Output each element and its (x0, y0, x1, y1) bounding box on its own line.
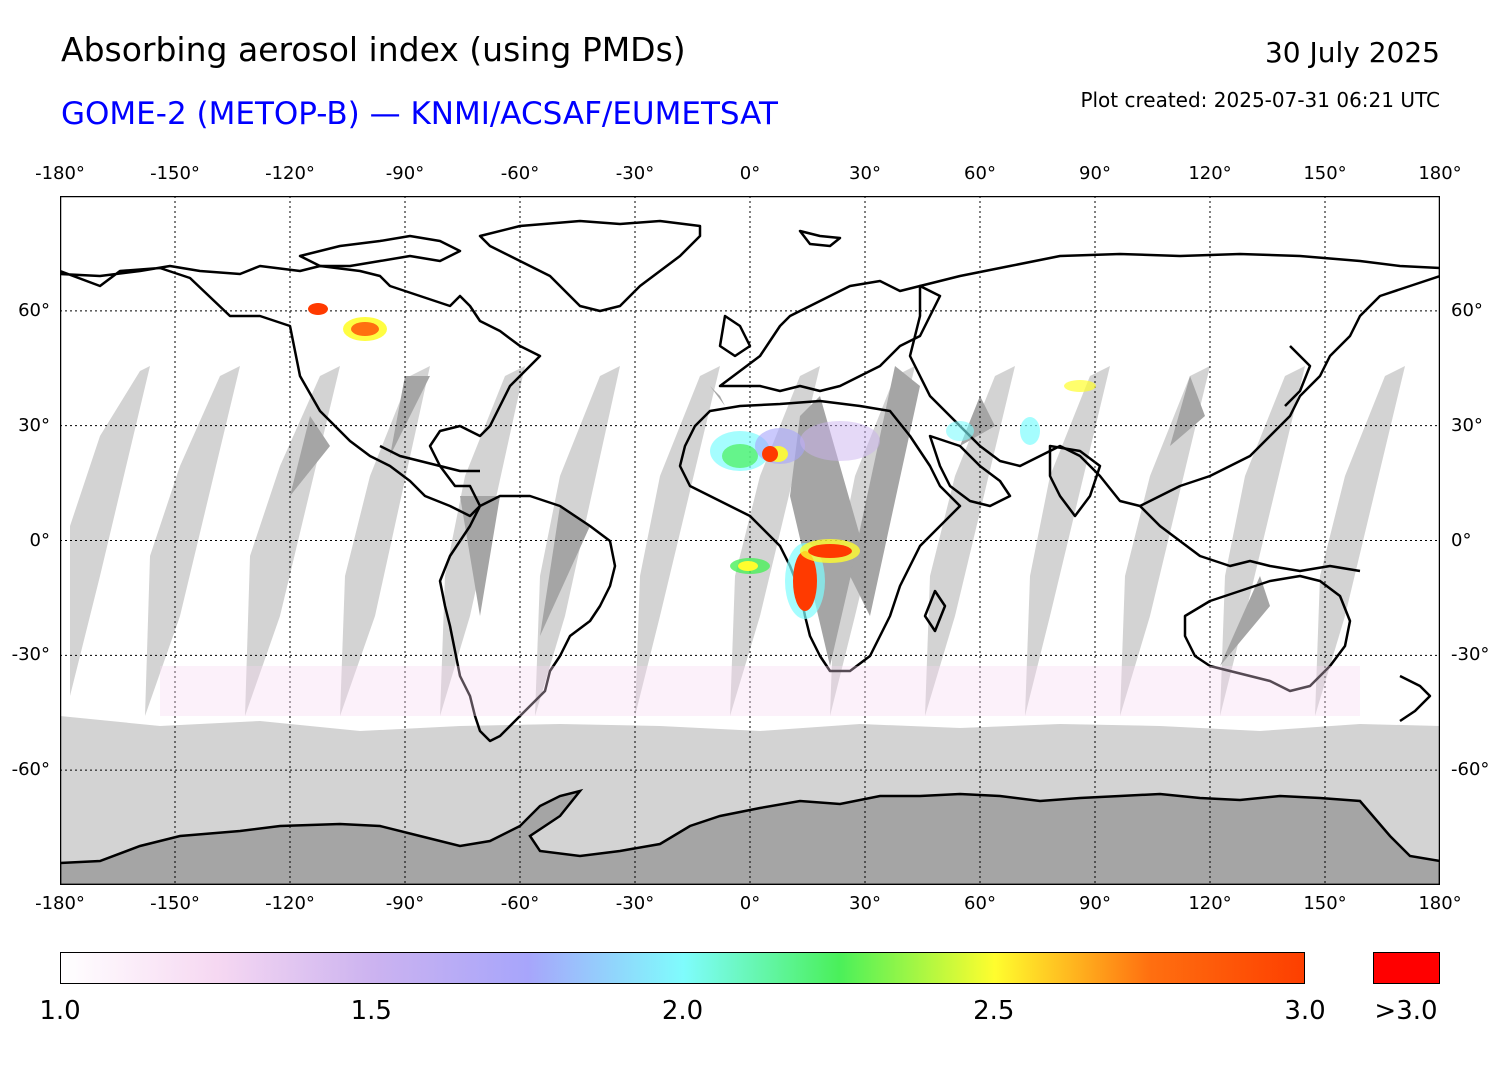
lon-tick-label-top: 0° (739, 163, 761, 184)
lon-tick-label-top: -120° (265, 163, 315, 184)
lat-tick-label-right: 60° (1451, 299, 1483, 321)
lat-tick-label-left: -60° (11, 759, 50, 781)
colorbar-tick-label: 1.0 (39, 996, 81, 1026)
plume-sahara-4 (762, 446, 778, 462)
canadian-arctic-islands (298, 234, 462, 268)
plume-sahara-core (722, 444, 758, 468)
plume-canada-west (308, 303, 328, 315)
lat-tick-label-left: 30° (18, 414, 50, 436)
madagascar (923, 589, 947, 633)
lon-tick-label-bottom: 180° (1418, 893, 1462, 914)
lon-tick-label-top: 30° (849, 163, 881, 184)
date-label: 30 July 2025 (1264, 36, 1440, 69)
lon-tick-label-top: -180° (35, 163, 85, 184)
plume-sahara-5 (800, 421, 880, 461)
lat-tick-label-right: 0° (1451, 529, 1472, 551)
lat-tick-label-left: -30° (11, 644, 50, 666)
southeast-asia (1139, 505, 1361, 573)
lon-tick-label-bottom: 150° (1303, 893, 1347, 914)
lon-tick-label-bottom: 0° (739, 893, 761, 914)
lon-tick-label-bottom: -150° (150, 893, 200, 914)
plume-middle-east (946, 421, 974, 441)
colorbar-over-label: >3.0 (1374, 996, 1438, 1026)
graticule (60, 196, 1440, 885)
lon-tick-label-top: 150° (1303, 163, 1347, 184)
plume-central-asia (1064, 380, 1096, 392)
africa (678, 399, 962, 673)
lon-tick-label-top: -30° (615, 163, 655, 184)
page-subtitle: GOME-2 (METOP-B) — KNMI/ACSAF/EUMETSAT (61, 96, 778, 132)
arabian-peninsula (928, 434, 1012, 508)
plume-congo (808, 544, 852, 558)
map-frame (60, 196, 1440, 885)
svalbard (798, 229, 842, 248)
colorbar (60, 952, 1305, 984)
aerosol-plumes (160, 303, 1360, 716)
new-zealand (1399, 674, 1432, 723)
lat-tick-label-left: 0° (29, 529, 50, 551)
colorbar-gradient (61, 953, 1304, 983)
colorbar-tick-label: 1.5 (350, 996, 392, 1026)
japan (1284, 345, 1312, 407)
lon-tick-label-bottom: -60° (500, 893, 540, 914)
plume-india (1020, 417, 1040, 445)
lon-tick-label-bottom: 60° (964, 893, 996, 914)
greenland (478, 219, 702, 313)
lon-tick-label-bottom: 90° (1079, 893, 1111, 914)
british-isles (718, 314, 752, 358)
lat-tick-label-right: 30° (1451, 414, 1483, 436)
colorbar-tick-label: 2.5 (973, 996, 1015, 1026)
south-america (438, 494, 617, 743)
lon-tick-label-bottom: -90° (385, 893, 425, 914)
speckle-south (160, 666, 1360, 716)
lon-tick-label-top: -150° (150, 163, 200, 184)
plot-created-label: Plot created: 2025-07-31 06:21 UTC (1080, 88, 1440, 112)
lon-tick-label-top: 120° (1188, 163, 1232, 184)
caribbean (379, 444, 480, 473)
plume-angola (793, 551, 817, 611)
europe (718, 279, 942, 393)
plume-westafrica-core (738, 561, 758, 571)
plume-canada-central (351, 322, 379, 336)
lat-tick-label-right: -30° (1451, 644, 1490, 666)
lon-tick-label-bottom: -30° (615, 893, 655, 914)
lon-tick-label-bottom: -180° (35, 893, 85, 914)
lon-tick-label-top: -90° (385, 163, 425, 184)
coastlines (60, 219, 1440, 743)
lon-tick-label-bottom: -120° (265, 893, 315, 914)
lon-tick-label-bottom: 30° (849, 893, 881, 914)
lon-tick-label-top: 180° (1418, 163, 1462, 184)
lon-tick-label-top: 90° (1079, 163, 1111, 184)
colorbar-tick-label: 2.0 (661, 996, 704, 1026)
colorbar-tick-label: 3.0 (1284, 996, 1326, 1026)
india (1048, 444, 1102, 518)
lon-tick-label-top: -60° (500, 163, 540, 184)
lon-tick-label-bottom: 120° (1188, 893, 1232, 914)
lon-tick-label-top: 60° (964, 163, 996, 184)
lat-tick-label-left: 60° (18, 299, 50, 321)
world-map (60, 196, 1440, 885)
australia (1183, 574, 1352, 693)
page-title: Absorbing aerosol index (using PMDs) (61, 30, 686, 69)
colorbar-over-swatch (1373, 952, 1440, 984)
north-america (60, 264, 542, 518)
lat-tick-label-right: -60° (1451, 759, 1490, 781)
